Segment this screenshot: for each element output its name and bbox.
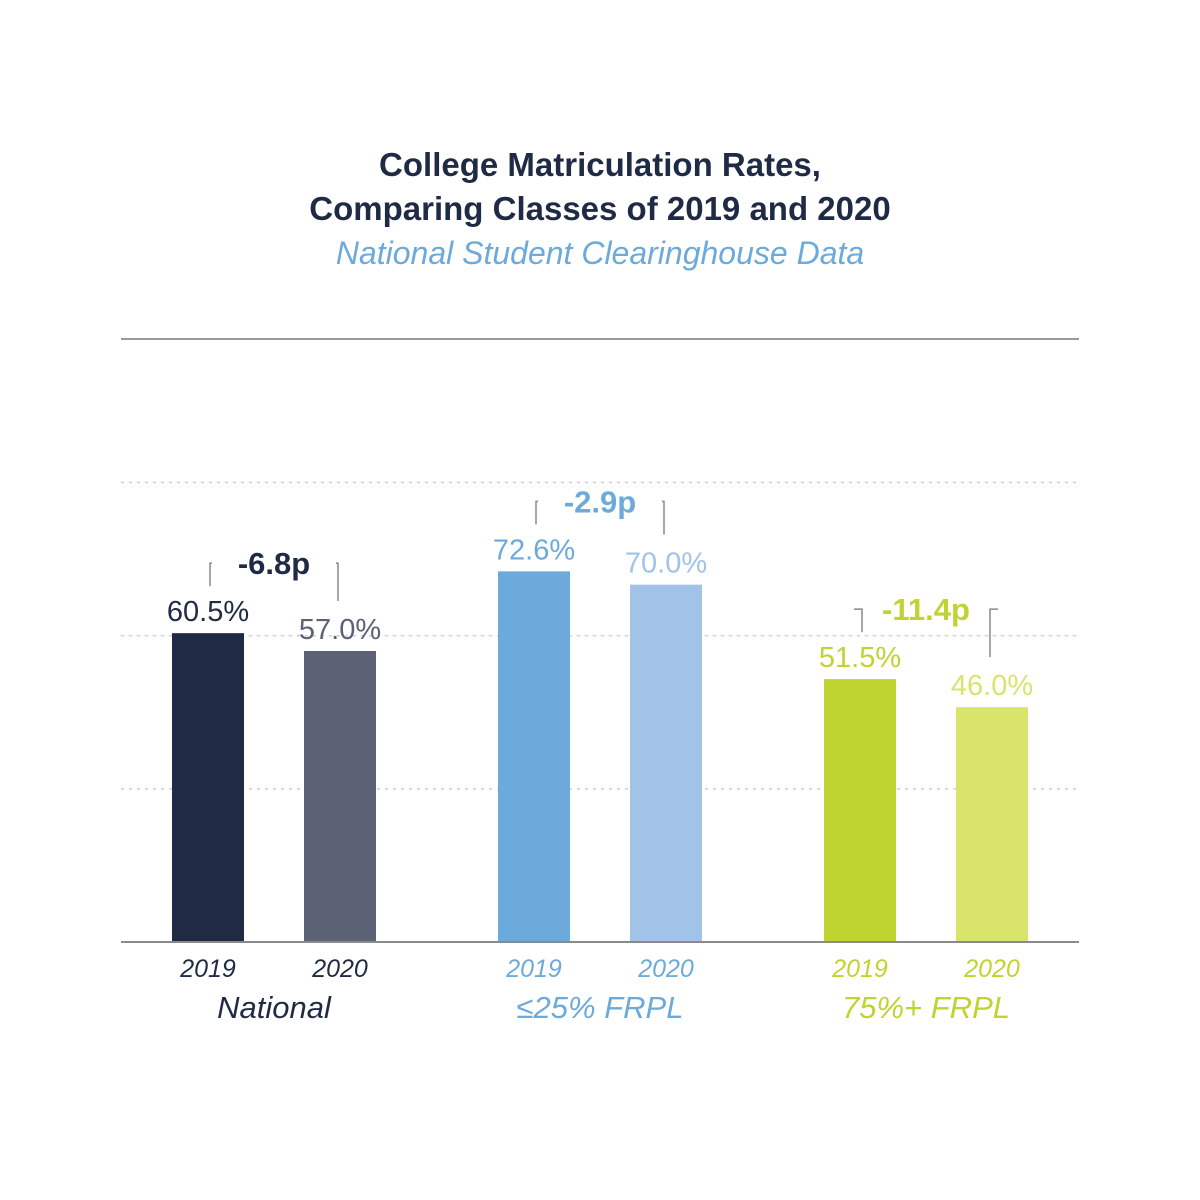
bar-1-2020 — [630, 584, 702, 942]
year-label-0-2020: 2020 — [311, 955, 368, 983]
value-label-2-2019: 51.5% — [819, 642, 901, 674]
change-bracket-left-1 — [535, 500, 538, 525]
change-label-2: -11.4p — [882, 592, 970, 627]
change-bracket-left-2 — [854, 608, 863, 633]
bar-0-2020 — [304, 651, 376, 942]
value-label-0-2019: 60.5% — [167, 596, 249, 628]
change-label-1: -2.9p — [564, 484, 636, 519]
group-label-0: National — [217, 990, 332, 1025]
change-label-0: -6.8p — [238, 546, 310, 581]
group-label-2: 75%+ FRPL — [842, 990, 1010, 1025]
value-label-0-2020: 57.0% — [299, 614, 381, 646]
group-label-1: ≤25% FRPL — [517, 990, 684, 1025]
year-label-1-2020: 2020 — [637, 955, 694, 983]
chart-subtitle: National Student Clearinghouse Data — [335, 235, 865, 271]
change-bracket-left-0 — [209, 562, 212, 587]
year-label-0-2019: 2019 — [179, 955, 236, 983]
value-label-1-2020: 70.0% — [625, 548, 707, 580]
year-label-2-2019: 2019 — [831, 955, 888, 983]
bar-0-2019 — [172, 633, 244, 942]
chart-title-line-2: Comparing Classes of 2019 and 2020 — [309, 190, 891, 227]
change-bracket-right-1 — [662, 500, 665, 535]
year-label-2-2020: 2020 — [963, 955, 1020, 983]
value-label-1-2019: 72.6% — [493, 534, 575, 566]
bar-1-2019 — [498, 571, 570, 942]
chart-title-line-1: College Matriculation Rates, — [379, 146, 821, 183]
chart-header: College Matriculation Rates, Comparing C… — [0, 143, 1200, 275]
value-label-2-2020: 46.0% — [951, 670, 1033, 702]
change-bracket-right-0 — [336, 562, 339, 602]
change-bracket-right-2 — [989, 608, 998, 658]
bar-2-2019 — [824, 679, 896, 942]
bar-2-2020 — [956, 707, 1028, 942]
year-label-1-2019: 2019 — [505, 955, 562, 983]
